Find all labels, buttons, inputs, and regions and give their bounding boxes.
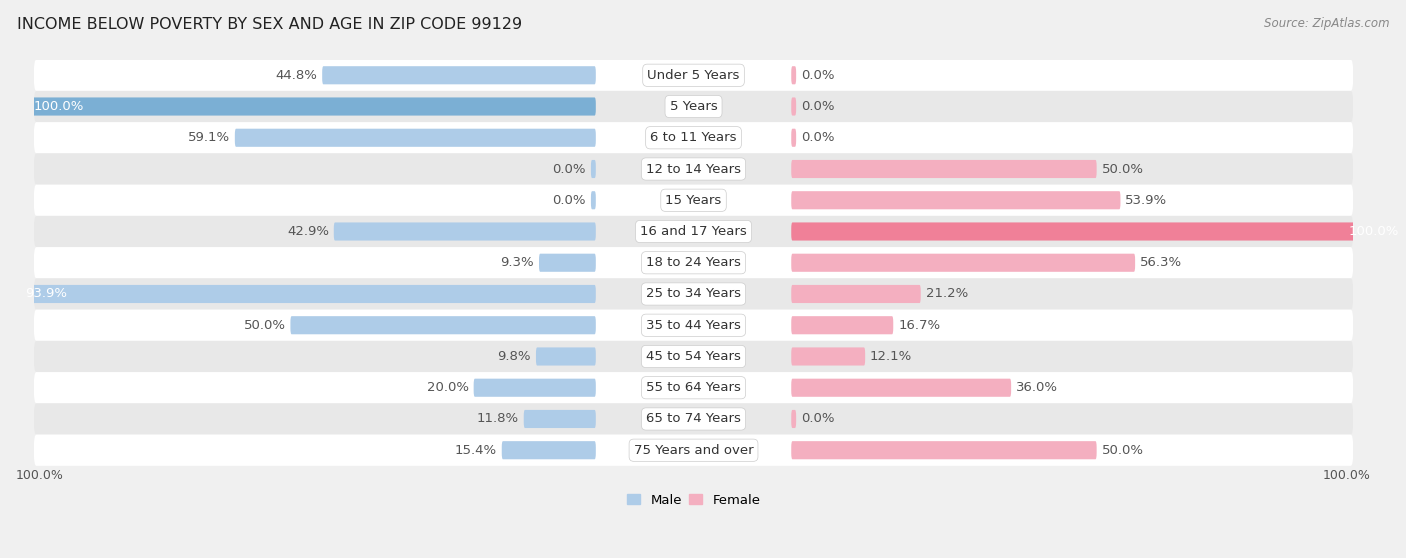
Text: 59.1%: 59.1%: [188, 131, 231, 145]
FancyBboxPatch shape: [0, 98, 596, 116]
Text: 12 to 14 Years: 12 to 14 Years: [645, 162, 741, 176]
Text: 93.9%: 93.9%: [25, 287, 67, 301]
FancyBboxPatch shape: [792, 160, 1097, 178]
FancyBboxPatch shape: [34, 216, 1353, 247]
FancyBboxPatch shape: [34, 278, 1353, 310]
FancyBboxPatch shape: [792, 348, 865, 365]
Text: 35 to 44 Years: 35 to 44 Years: [647, 319, 741, 332]
Legend: Male, Female: Male, Female: [621, 488, 766, 512]
FancyBboxPatch shape: [474, 379, 596, 397]
FancyBboxPatch shape: [591, 191, 596, 209]
Text: 56.3%: 56.3%: [1140, 256, 1182, 270]
Text: 0.0%: 0.0%: [553, 162, 586, 176]
Text: 55 to 64 Years: 55 to 64 Years: [647, 381, 741, 394]
FancyBboxPatch shape: [792, 285, 921, 303]
Text: 0.0%: 0.0%: [801, 100, 835, 113]
Text: 42.9%: 42.9%: [287, 225, 329, 238]
FancyBboxPatch shape: [322, 66, 596, 84]
FancyBboxPatch shape: [34, 185, 1353, 216]
FancyBboxPatch shape: [523, 410, 596, 428]
Text: 50.0%: 50.0%: [243, 319, 285, 332]
FancyBboxPatch shape: [34, 341, 1353, 372]
Text: 15 Years: 15 Years: [665, 194, 721, 207]
Text: 5 Years: 5 Years: [669, 100, 717, 113]
Text: 50.0%: 50.0%: [1101, 444, 1143, 456]
Text: 16.7%: 16.7%: [898, 319, 941, 332]
Text: 0.0%: 0.0%: [801, 412, 835, 425]
Text: 20.0%: 20.0%: [427, 381, 468, 394]
FancyBboxPatch shape: [34, 247, 1353, 278]
Text: 75 Years and over: 75 Years and over: [634, 444, 754, 456]
FancyBboxPatch shape: [34, 122, 1353, 153]
Text: 21.2%: 21.2%: [925, 287, 967, 301]
FancyBboxPatch shape: [333, 223, 596, 240]
Text: 0.0%: 0.0%: [801, 69, 835, 82]
Text: 15.4%: 15.4%: [454, 444, 496, 456]
FancyBboxPatch shape: [291, 316, 596, 334]
FancyBboxPatch shape: [538, 254, 596, 272]
FancyBboxPatch shape: [536, 348, 596, 365]
Text: 65 to 74 Years: 65 to 74 Years: [647, 412, 741, 425]
FancyBboxPatch shape: [792, 379, 1011, 397]
FancyBboxPatch shape: [34, 372, 1353, 403]
Text: 0.0%: 0.0%: [801, 131, 835, 145]
FancyBboxPatch shape: [792, 441, 1097, 459]
FancyBboxPatch shape: [34, 91, 1353, 122]
FancyBboxPatch shape: [34, 310, 1353, 341]
FancyBboxPatch shape: [792, 254, 1135, 272]
FancyBboxPatch shape: [235, 129, 596, 147]
Text: Under 5 Years: Under 5 Years: [647, 69, 740, 82]
Text: INCOME BELOW POVERTY BY SEX AND AGE IN ZIP CODE 99129: INCOME BELOW POVERTY BY SEX AND AGE IN Z…: [17, 17, 522, 32]
FancyBboxPatch shape: [34, 435, 1353, 466]
Text: 16 and 17 Years: 16 and 17 Years: [640, 225, 747, 238]
FancyBboxPatch shape: [34, 153, 1353, 185]
Text: 6 to 11 Years: 6 to 11 Years: [651, 131, 737, 145]
FancyBboxPatch shape: [792, 223, 1402, 240]
FancyBboxPatch shape: [22, 285, 596, 303]
FancyBboxPatch shape: [792, 129, 796, 147]
FancyBboxPatch shape: [792, 191, 1121, 209]
FancyBboxPatch shape: [792, 98, 796, 116]
Text: Source: ZipAtlas.com: Source: ZipAtlas.com: [1264, 17, 1389, 30]
Text: 100.0%: 100.0%: [1348, 225, 1399, 238]
Text: 11.8%: 11.8%: [477, 412, 519, 425]
FancyBboxPatch shape: [792, 316, 893, 334]
Text: 9.3%: 9.3%: [501, 256, 534, 270]
Text: 12.1%: 12.1%: [870, 350, 912, 363]
FancyBboxPatch shape: [34, 403, 1353, 435]
Text: 53.9%: 53.9%: [1125, 194, 1167, 207]
FancyBboxPatch shape: [34, 60, 1353, 91]
FancyBboxPatch shape: [502, 441, 596, 459]
Text: 100.0%: 100.0%: [34, 100, 84, 113]
FancyBboxPatch shape: [792, 410, 796, 428]
Text: 25 to 34 Years: 25 to 34 Years: [645, 287, 741, 301]
Text: 9.8%: 9.8%: [498, 350, 531, 363]
Text: 0.0%: 0.0%: [553, 194, 586, 207]
Text: 50.0%: 50.0%: [1101, 162, 1143, 176]
Text: 45 to 54 Years: 45 to 54 Years: [647, 350, 741, 363]
Text: 18 to 24 Years: 18 to 24 Years: [647, 256, 741, 270]
Text: 36.0%: 36.0%: [1017, 381, 1059, 394]
FancyBboxPatch shape: [591, 160, 596, 178]
FancyBboxPatch shape: [792, 66, 796, 84]
Text: 44.8%: 44.8%: [276, 69, 318, 82]
